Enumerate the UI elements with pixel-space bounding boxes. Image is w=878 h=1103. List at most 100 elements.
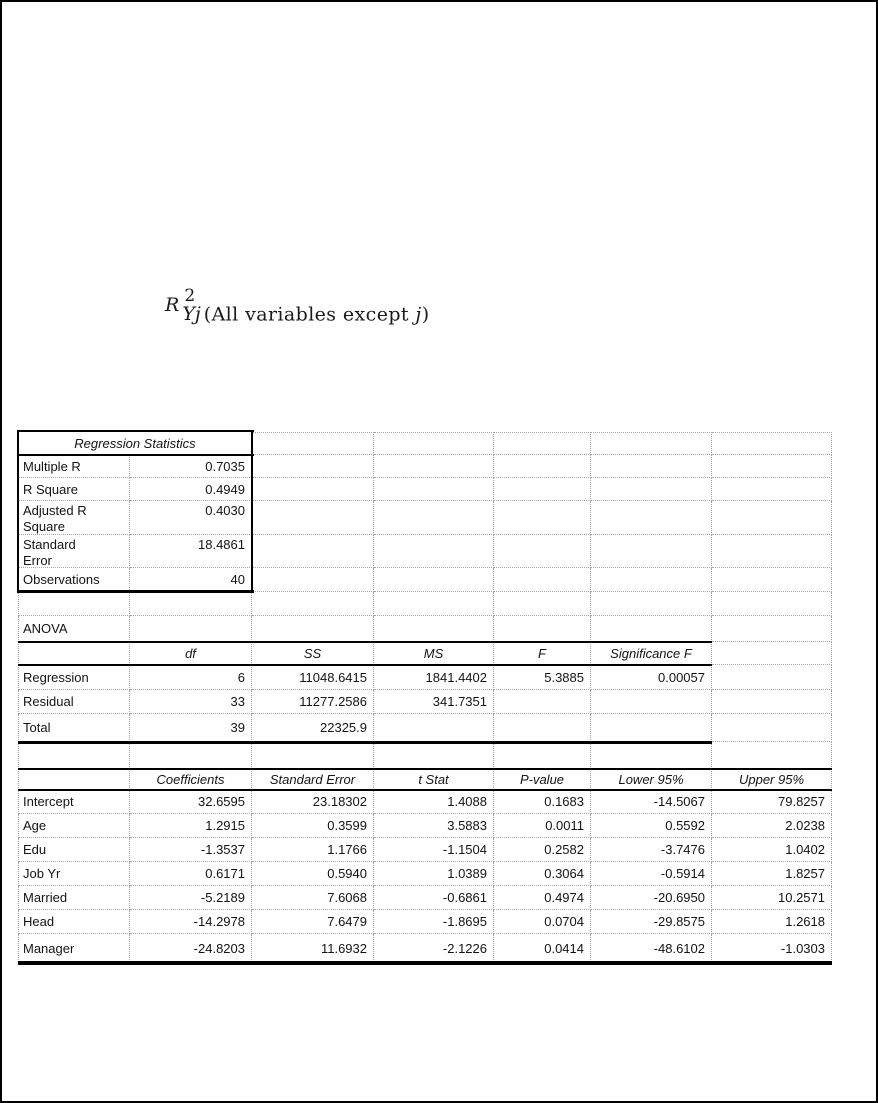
empty-cell xyxy=(591,432,712,455)
coef-cell: -20.6950 xyxy=(591,886,712,910)
empty-cell xyxy=(591,535,712,568)
formula-subscript: Yj xyxy=(182,303,201,326)
empty-cell xyxy=(494,592,591,616)
coef-cell: -24.8203 xyxy=(130,934,252,964)
empty-cell xyxy=(252,568,374,592)
rule-regression-stats-bottom xyxy=(18,590,254,593)
coef-cell: -14.5067 xyxy=(591,790,712,814)
anova-cell: 5.3885 xyxy=(494,665,591,690)
coef-header-cell: Lower 95% xyxy=(591,769,712,790)
rule-coefficients-bottom xyxy=(18,961,832,965)
coef-cell: 7.6479 xyxy=(252,910,374,934)
coef-cell: 0.5592 xyxy=(591,814,712,838)
coef-cell: 0.5940 xyxy=(252,862,374,886)
coef-cell: 0.4974 xyxy=(494,886,591,910)
empty-cell xyxy=(712,501,832,535)
coef-cell: -3.7476 xyxy=(591,838,712,862)
empty-cell xyxy=(591,478,712,501)
empty-cell xyxy=(712,690,832,714)
formula-stack: 2 Yj xyxy=(182,286,201,326)
coef-header-cell: Coefficients xyxy=(130,769,252,790)
empty-cell xyxy=(252,616,374,642)
empty-cell xyxy=(374,742,494,769)
empty-cell xyxy=(18,742,130,769)
rule-anova-header-bottom xyxy=(18,664,712,666)
empty-cell xyxy=(374,616,494,642)
empty-cell xyxy=(252,742,374,769)
coef-header-cell: Upper 95% xyxy=(712,769,832,790)
empty-cell xyxy=(712,568,832,592)
empty-cell xyxy=(712,478,832,501)
empty-cell xyxy=(712,432,832,455)
formula-text-open: (All variables except xyxy=(203,303,416,326)
rule-regression-stats-right xyxy=(251,430,253,593)
coef-cell: -14.2978 xyxy=(130,910,252,934)
formula-superscript: 2 xyxy=(184,286,196,306)
empty-cell xyxy=(374,535,494,568)
empty-cell xyxy=(130,616,252,642)
coef-row-label: Head xyxy=(18,910,130,934)
empty-cell xyxy=(591,616,712,642)
coef-cell: 0.0704 xyxy=(494,910,591,934)
anova-row-label: Regression xyxy=(18,665,130,690)
empty-cell xyxy=(252,478,374,501)
anova-cell: 11048.6415 xyxy=(252,665,374,690)
formula: R 2 Yj (All variables except j) xyxy=(165,286,430,326)
empty-cell xyxy=(712,535,832,568)
stat-value: 18.4861 xyxy=(130,535,252,568)
coef-cell: 1.2618 xyxy=(712,910,832,934)
empty-cell xyxy=(374,592,494,616)
stat-label: R Square xyxy=(18,478,130,501)
coef-row-label: Married xyxy=(18,886,130,910)
empty-cell xyxy=(712,455,832,478)
empty-cell xyxy=(374,501,494,535)
anova-cell: 6 xyxy=(130,665,252,690)
formula-text: (All variables except j) xyxy=(204,303,430,325)
coef-cell: 0.3064 xyxy=(494,862,591,886)
anova-cell: 39 xyxy=(130,714,252,742)
anova-label: ANOVA xyxy=(18,616,130,642)
empty-cell xyxy=(18,769,130,790)
rule-regression-stats-left xyxy=(17,430,19,593)
empty-cell xyxy=(712,742,832,769)
empty-cell xyxy=(252,535,374,568)
coef-cell: 23.18302 xyxy=(252,790,374,814)
empty-cell xyxy=(494,742,591,769)
coef-row-label: Job Yr xyxy=(18,862,130,886)
empty-cell xyxy=(712,642,832,665)
anova-row-label: Residual xyxy=(18,690,130,714)
coef-header-cell: P-value xyxy=(494,769,591,790)
empty-cell xyxy=(374,478,494,501)
coef-cell: 0.0011 xyxy=(494,814,591,838)
anova-row-label: Total xyxy=(18,714,130,742)
coef-row-label: Manager xyxy=(18,934,130,964)
coef-cell: -29.8575 xyxy=(591,910,712,934)
coef-cell: -48.6102 xyxy=(591,934,712,964)
coef-header-cell: t Stat xyxy=(374,769,494,790)
coef-cell: 0.2582 xyxy=(494,838,591,862)
empty-cell xyxy=(712,592,832,616)
empty-cell xyxy=(494,535,591,568)
empty-cell xyxy=(130,592,252,616)
anova-header-cell: F xyxy=(494,642,591,665)
empty-cell xyxy=(252,501,374,535)
empty-cell xyxy=(591,501,712,535)
anova-header-cell: df xyxy=(130,642,252,665)
stat-label: Adjusted R Square xyxy=(18,501,130,535)
coef-cell: 1.4088 xyxy=(374,790,494,814)
anova-cell: 33 xyxy=(130,690,252,714)
coef-cell: 7.6068 xyxy=(252,886,374,910)
empty-cell xyxy=(374,568,494,592)
coef-cell: -1.8695 xyxy=(374,910,494,934)
empty-cell xyxy=(591,742,712,769)
empty-cell xyxy=(494,455,591,478)
coef-cell: 32.6595 xyxy=(130,790,252,814)
empty-cell xyxy=(252,455,374,478)
coef-row-label: Age xyxy=(18,814,130,838)
empty-cell xyxy=(494,616,591,642)
empty-cell xyxy=(494,501,591,535)
empty-cell xyxy=(374,714,494,742)
coef-cell: 0.0414 xyxy=(494,934,591,964)
rule-coefficients-header-bottom xyxy=(18,789,832,791)
